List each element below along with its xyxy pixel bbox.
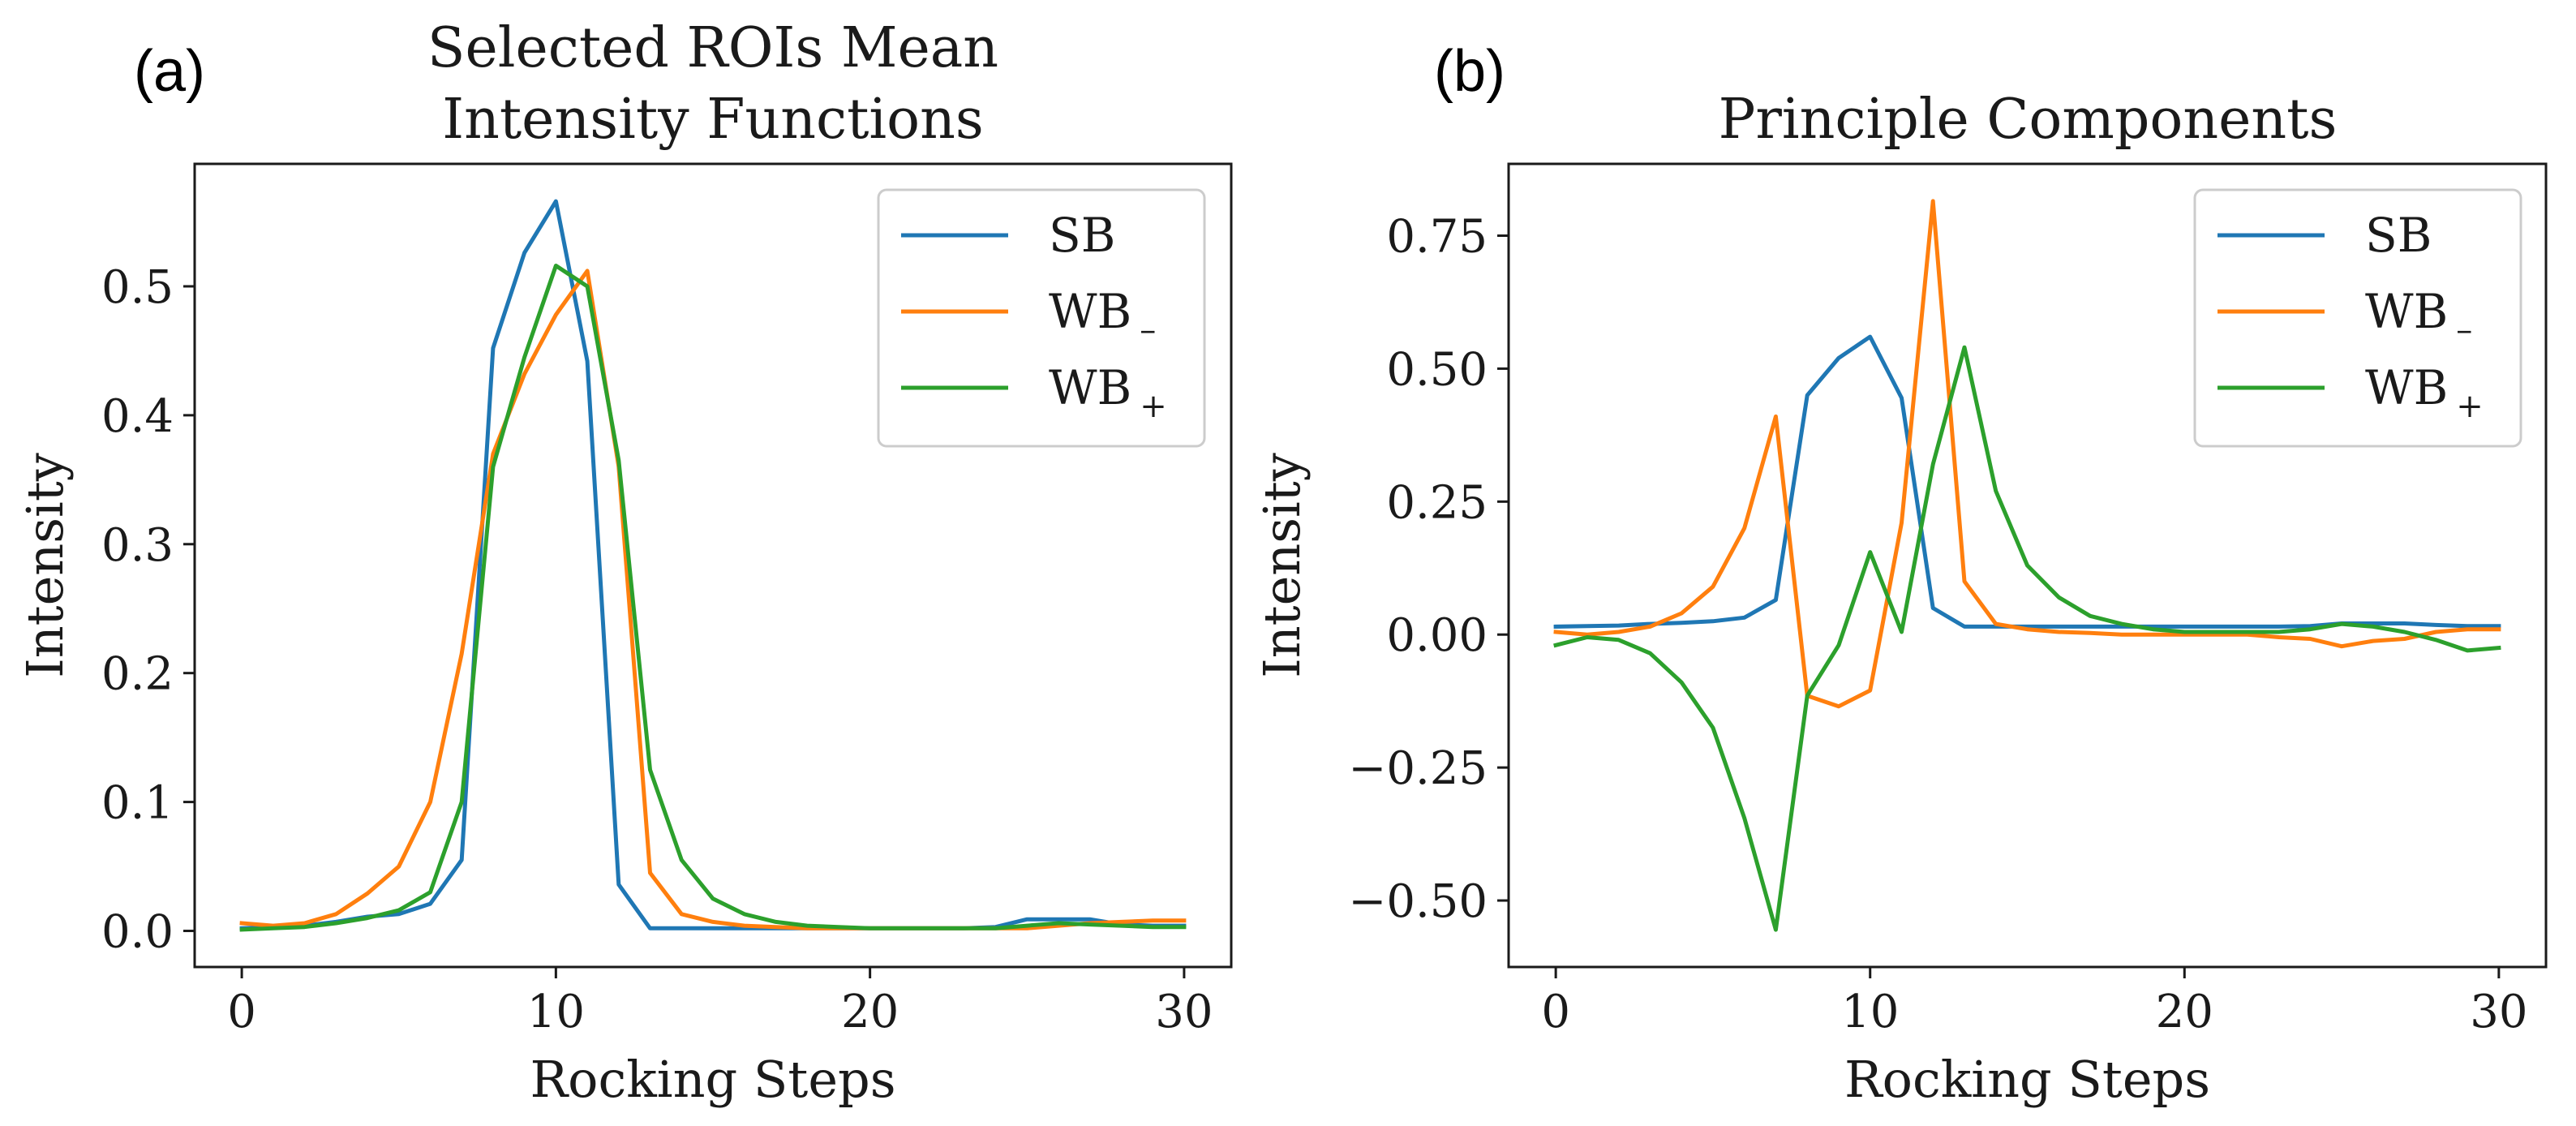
legend-label-base: SB <box>1049 208 1115 263</box>
axes-frame <box>193 162 1233 969</box>
x-tick-label: 20 <box>2156 986 2213 1038</box>
chart-panel-a: (a) Selected ROIs Mean Intensity Functions… <box>15 16 1233 1109</box>
y-axis-label: Intensity <box>1252 453 1312 678</box>
legend-entry: WB + <box>2218 360 2484 425</box>
legend-box <box>2193 188 2522 448</box>
y-tick-label: 0.50 <box>1386 343 1488 396</box>
y-tick-label: 0.00 <box>1386 609 1488 662</box>
legend-label: SB <box>1049 208 1115 263</box>
series-line-sb <box>239 199 1187 930</box>
legend-label-subscript: – <box>2456 312 2472 349</box>
legend-label-subscript: – <box>1140 312 1156 349</box>
y-tick-label: 0.75 <box>1386 211 1488 264</box>
legend-label-base: WB <box>2365 284 2448 339</box>
y-tick-label: 0.0 <box>101 906 174 959</box>
series-line-wb-minusplus <box>1553 345 2501 932</box>
legend-entry: SB <box>2218 208 2432 263</box>
series-line-wb-minus <box>1553 199 2501 709</box>
legend-entry: WB – <box>2218 284 2472 349</box>
legend-label: WB – <box>2365 284 2472 349</box>
y-tick-label: −0.50 <box>1348 875 1488 928</box>
legend-entry: WB + <box>901 360 1167 425</box>
y-tick-label: 0.4 <box>101 390 174 443</box>
legend-label-base: WB <box>1049 360 1131 415</box>
legend-label: WB + <box>1049 360 1167 425</box>
x-tick-label: 20 <box>841 986 899 1038</box>
legend-label-subscript: + <box>2456 388 2484 425</box>
legend-label: WB – <box>1049 284 1156 349</box>
legend-label-base: SB <box>2365 208 2432 263</box>
y-tick-label: 0.3 <box>101 519 174 572</box>
legend-label-base: WB <box>1049 284 1131 339</box>
y-tick-label: −0.25 <box>1348 742 1488 795</box>
x-tick-label: 0 <box>227 986 256 1038</box>
legend-label-base: WB <box>2365 360 2448 415</box>
panel-label: (b) <box>1434 39 1505 104</box>
legend-entry: SB <box>901 208 1115 263</box>
chart-title-line: Principle Components <box>1719 88 2338 152</box>
x-tick-label: 0 <box>1541 986 1570 1038</box>
legend-label: SB <box>2365 208 2432 263</box>
x-axis-label: Rocking Steps <box>1844 1050 2210 1109</box>
panel-label: (a) <box>134 39 205 104</box>
chart-title-line: Selected ROIs Mean <box>427 16 998 80</box>
series-line-wb-minusplus <box>239 264 1187 932</box>
x-axis-label: Rocking Steps <box>530 1050 895 1109</box>
axes-frame <box>1507 162 2548 969</box>
legend-label: WB + <box>2365 360 2484 425</box>
y-tick-label: 0.5 <box>101 261 174 314</box>
chart-panel-b: (b) Principle Components 0 10 20 30 −0.50 −0.25… <box>1252 39 2548 1109</box>
y-axis-label: Intensity <box>15 453 75 678</box>
x-tick-label: 10 <box>1841 986 1899 1038</box>
x-tick-label: 30 <box>1155 986 1213 1038</box>
legend-entry: WB – <box>901 284 1156 349</box>
series-line-wb-minus <box>239 269 1187 930</box>
x-tick-label: 30 <box>2470 986 2527 1038</box>
y-tick-label: 0.2 <box>101 648 174 701</box>
chart-title-line: Intensity Functions <box>442 88 984 152</box>
legend-label-subscript: + <box>1140 388 1167 425</box>
y-tick-label: 0.1 <box>101 777 174 830</box>
legend-box <box>877 188 1206 448</box>
y-tick-label: 0.25 <box>1386 476 1488 529</box>
x-tick-label: 10 <box>527 986 585 1038</box>
